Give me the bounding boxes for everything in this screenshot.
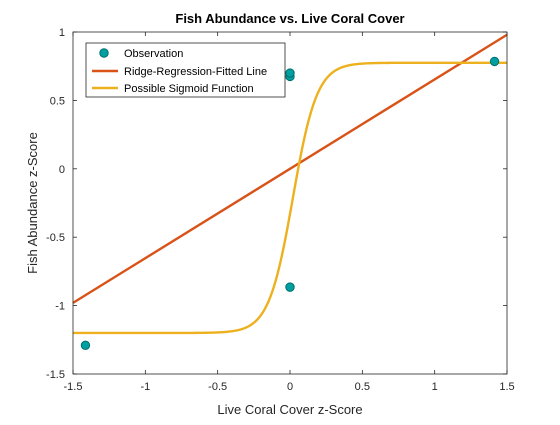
legend-label-ridge: Ridge-Regression-Fitted Line	[124, 66, 267, 78]
x-axis-ticks: -1.5 -1 -0.5 0 0.5 1 1.5	[64, 32, 515, 393]
chart-title: Fish Abundance vs. Live Coral Cover	[175, 11, 404, 26]
x-tick-label: 0	[287, 381, 293, 393]
x-tick-label: -0.5	[208, 381, 227, 393]
x-tick-label: 1.5	[499, 381, 514, 393]
y-tick-label: 0.5	[50, 95, 65, 107]
observation-point	[285, 68, 295, 78]
x-axis-label: Live Coral Cover z-Score	[217, 402, 362, 417]
x-tick-label: 1	[432, 381, 438, 393]
x-tick-label: -1.5	[64, 381, 83, 393]
observation-point	[285, 282, 295, 292]
legend-label-observation: Observation	[124, 48, 183, 60]
y-tick-label: -1	[55, 301, 65, 313]
data-markers	[80, 56, 500, 350]
x-tick-label: -1	[140, 381, 150, 393]
legend-box	[85, 42, 286, 98]
y-axis-ticks: -1.5 -1 -0.5 0 0.5 1	[46, 27, 507, 381]
y-tick-label: 1	[59, 27, 65, 39]
y-tick-label: -0.5	[46, 232, 65, 244]
legend-label-sigmoid: Possible Sigmoid Function	[124, 83, 254, 95]
observation-point	[80, 340, 91, 350]
legend: Observation Ridge-Regression-Fitted Line…	[85, 42, 286, 98]
sigmoid-curve	[72, 61, 508, 335]
y-tick-label: -1.5	[46, 369, 65, 381]
y-tick-label: 0	[59, 164, 65, 176]
observation-point	[489, 56, 500, 67]
data-curves	[72, 33, 508, 335]
x-tick-label: 0.5	[355, 381, 370, 393]
legend-marker-observation	[99, 48, 109, 58]
ridge-regression-line	[72, 33, 508, 304]
y-axis-label: Fish Abundance z-Score	[25, 132, 40, 274]
